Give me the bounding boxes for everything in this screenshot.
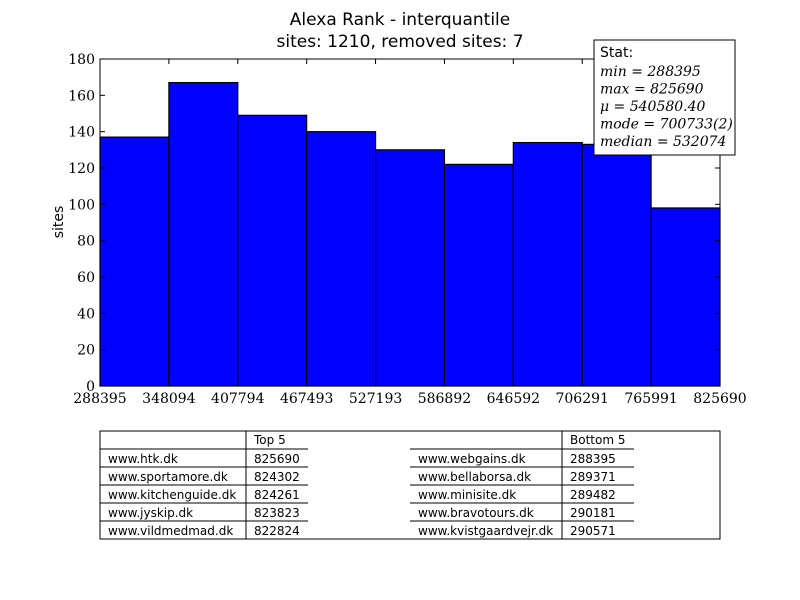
histogram-bar <box>168 82 239 387</box>
y-tick-label: 0 <box>86 379 95 395</box>
axes-group: 0 20 40 60 80 100 120 140 160 180 288395 348094 4077… <box>68 52 746 407</box>
bottom5-rank: 290181 <box>570 506 616 520</box>
plot-frame <box>99 58 721 387</box>
stats-header: Stat: <box>600 45 633 61</box>
stats-line: mode = 700733(2) <box>600 117 733 133</box>
y-tick-label: 40 <box>77 306 95 322</box>
histogram-bar <box>512 141 583 387</box>
top5-site: www.kitchenguide.dk <box>108 488 236 502</box>
top5-rank: 822824 <box>254 524 300 538</box>
top5-site: www.vildmedmad.dk <box>108 524 233 538</box>
stats-box-frame <box>593 39 736 156</box>
bottom5-site: www.bellaborsa.dk <box>418 470 531 484</box>
top5-rank: 823823 <box>254 506 300 520</box>
x-tick-label: 288395 <box>73 391 126 407</box>
bottom5-rank: 288395 <box>570 452 616 466</box>
bottom5-header: Bottom 5 <box>570 433 625 447</box>
top5-rank: 824302 <box>254 470 300 484</box>
x-tick-label: 527193 <box>349 391 402 407</box>
histogram-bar <box>374 149 446 387</box>
x-tick-label: 706291 <box>555 391 608 407</box>
y-axis-label: sites <box>51 206 67 239</box>
x-tick-label: 586892 <box>418 391 471 407</box>
y-tick-label: 20 <box>77 343 95 359</box>
bottom5-site: www.minisite.dk <box>418 488 516 502</box>
stats-line: μ = 540580.40 <box>600 99 706 115</box>
bottom5-site: www.kvistgaardvejr.dk <box>418 524 553 538</box>
x-tick-label: 765991 <box>624 391 677 407</box>
chart-title: Alexa Rank - interquantile <box>290 10 510 30</box>
bottom5-rank: 289482 <box>570 488 616 502</box>
bottom5-site: www.bravotours.dk <box>418 506 534 520</box>
histogram-bar <box>581 143 652 387</box>
y-tick-label: 100 <box>68 197 95 213</box>
stats-line: max = 825690 <box>600 82 704 98</box>
x-tick-label: 467493 <box>280 391 333 407</box>
y-tick-label: 140 <box>68 125 95 141</box>
histogram-bar <box>443 163 514 387</box>
y-tick-label: 180 <box>68 52 95 68</box>
bottom5-rank: 290571 <box>570 524 616 538</box>
top5-header: Top 5 <box>253 433 286 447</box>
stats-line: min = 288395 <box>600 64 701 80</box>
histogram-bar <box>306 131 377 387</box>
y-tick-label: 80 <box>77 234 95 250</box>
top5-rank: 824261 <box>254 488 300 502</box>
histogram-bar <box>99 136 170 387</box>
chart-subtitle: sites: 1210, removed sites: 7 <box>276 32 523 52</box>
top5-site: www.jyskip.dk <box>108 506 193 520</box>
x-tick-label: 348094 <box>142 391 196 407</box>
bottom5-rank: 289371 <box>570 470 616 484</box>
x-tick-label: 407794 <box>211 391 265 407</box>
rank-table: Top 5 Bottom 5 www.htk.dk 825690 www.sportam… <box>99 430 721 540</box>
x-tick-label: 825690 <box>693 391 746 407</box>
top5-rank: 825690 <box>254 452 300 466</box>
y-tick-label: 160 <box>68 88 95 104</box>
histogram-bar <box>650 207 721 387</box>
y-tick-label: 60 <box>77 270 95 286</box>
stats-line: median = 532074 <box>600 134 726 150</box>
top5-site: www.sportamore.dk <box>108 470 228 484</box>
bottom5-site: www.webgains.dk <box>418 452 526 466</box>
top5-site: www.htk.dk <box>108 452 178 466</box>
x-tick-label: 646592 <box>487 391 540 407</box>
y-tick-label: 120 <box>68 161 95 177</box>
bars-group <box>99 82 721 387</box>
histogram-bar <box>237 114 308 387</box>
